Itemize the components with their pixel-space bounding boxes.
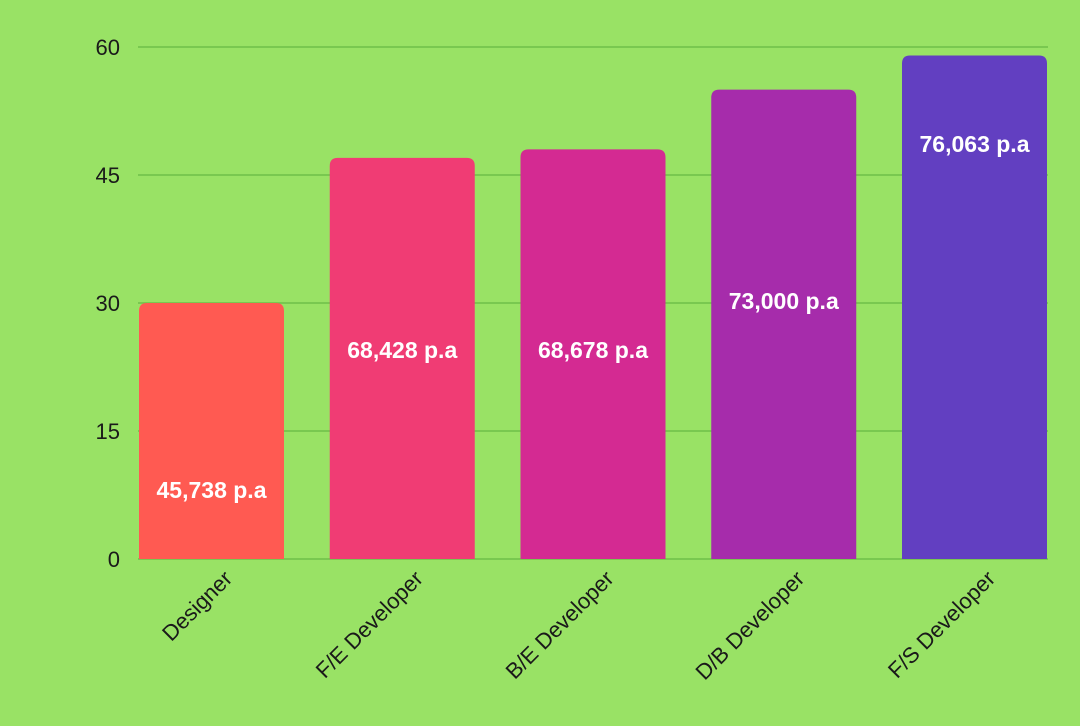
x-tick-label: F/S Developer (883, 566, 1000, 683)
x-tick-label: D/B Developer (690, 566, 809, 685)
data-label: 68,428 p.a (347, 337, 457, 363)
x-tick-label: B/E Developer (501, 566, 619, 684)
x-tick-label: F/E Developer (311, 566, 428, 683)
y-tick-label: 30 (96, 291, 120, 316)
bar (711, 89, 857, 560)
y-tick-label: 15 (96, 419, 120, 444)
bar (902, 55, 1047, 560)
bar (520, 149, 666, 559)
data-label: 76,063 p.a (920, 131, 1030, 157)
bar (139, 303, 284, 559)
data-label: 45,738 p.a (157, 477, 267, 503)
y-tick-label: 60 (96, 35, 120, 60)
y-tick-label: 0 (108, 547, 120, 572)
data-label: 68,678 p.a (538, 337, 648, 363)
data-label: 73,000 p.a (729, 288, 839, 314)
x-tick-label: Designer (157, 566, 237, 646)
bar (329, 157, 475, 559)
y-tick-label: 45 (96, 163, 120, 188)
